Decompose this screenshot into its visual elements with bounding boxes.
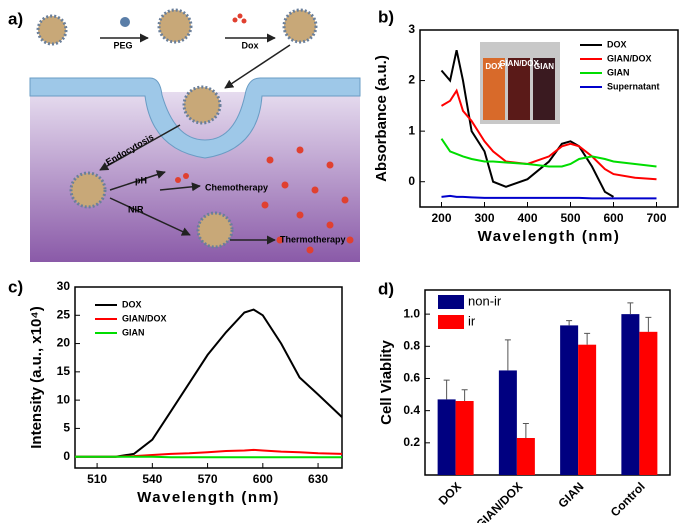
bar: [516, 438, 535, 475]
error-bar: [504, 339, 511, 371]
y-tick-label: 0: [63, 449, 70, 463]
arrows: [99, 33, 291, 245]
legend-swatch: [438, 315, 464, 329]
legend-label: GIAN/DOX: [607, 53, 652, 63]
annotation: DOX: [485, 62, 503, 71]
x-tick-label: GIAN: [555, 479, 586, 510]
dox-dots: [175, 13, 354, 254]
label: NIR: [128, 204, 144, 214]
legend-swatch: [438, 295, 464, 309]
x-axis-label: Wavelength (nm): [137, 489, 280, 506]
error-bar: [645, 316, 652, 332]
bar: [455, 401, 474, 475]
x-tick-label: GIAN/DOX: [473, 479, 525, 523]
vial: [483, 58, 505, 120]
legend-label: GIAN/DOX: [122, 313, 167, 323]
nanoparticles: [36, 8, 318, 249]
legend-label: Supernatant: [607, 81, 660, 91]
series-line: [440, 138, 657, 168]
x-tick-label: 400: [517, 211, 537, 225]
peg-icon: [120, 17, 130, 27]
axes-frame: [419, 29, 679, 208]
y-axis-label: Cell Viablity: [378, 339, 395, 424]
x-tick-label: 600: [253, 472, 273, 486]
y-axis-label: Intensity (a.u., x10⁴): [28, 306, 45, 448]
y-tick-label: 0.4: [403, 403, 420, 417]
y-tick-label: 1: [408, 123, 415, 137]
y-tick-label: 30: [57, 279, 71, 293]
error-bar: [522, 423, 529, 438]
y-tick-label: 0.8: [403, 338, 420, 352]
panel-label: c): [8, 277, 23, 296]
series-line: [75, 448, 343, 458]
vial: [508, 58, 530, 120]
x-tick-label: DOX: [436, 479, 464, 507]
legend-label: GIAN: [607, 67, 630, 77]
bar: [639, 331, 658, 475]
error-bar: [461, 389, 468, 401]
bar: [621, 314, 640, 475]
x-tick-label: 200: [431, 211, 451, 225]
legend-label: non-ir: [468, 293, 502, 308]
x-tick-label: 500: [560, 211, 580, 225]
legend-label: ir: [468, 313, 476, 328]
label: Thermotherapy: [280, 234, 346, 244]
x-tick-label: 600: [603, 211, 623, 225]
panel-label: d): [378, 279, 394, 298]
diagram: a) PEG Dox Endocytosis pH NIR Chemothera…: [8, 8, 361, 262]
x-tick-label: 700: [646, 211, 666, 225]
x-axis-label: Wavelength (nm): [478, 228, 621, 245]
x-tick-label: 630: [308, 472, 328, 486]
y-tick-label: 25: [57, 307, 71, 321]
x-tick-label: 510: [87, 472, 107, 486]
series-line: [75, 455, 342, 459]
x-tick-label: Control: [608, 479, 648, 519]
y-tick-label: 10: [57, 392, 71, 406]
legend-label: GIAN: [122, 327, 145, 337]
annotation: GIAN/DOX: [499, 59, 539, 68]
series-line: [441, 194, 657, 200]
chart: b) 0 1 2 3 Absorbance (a.u.) 200 300 400 500 600 70…: [373, 7, 679, 245]
legend-label: DOX: [122, 299, 142, 309]
series-line: [440, 49, 615, 198]
membrane: [29, 77, 361, 159]
label: Chemotherapy: [205, 182, 268, 192]
panel-label: b): [378, 7, 394, 26]
bar: [498, 370, 517, 475]
bar: [437, 399, 456, 475]
y-tick-label: 0.2: [403, 435, 420, 449]
y-tick-label: 2: [408, 73, 415, 87]
vial: [533, 58, 555, 120]
y-tick-label: 1.0: [403, 306, 420, 320]
x-tick-label: 300: [474, 211, 494, 225]
y-tick-label: 20: [57, 336, 71, 350]
chart: d) 0.2 0.4 0.6 0.8 1.0 Cell Viablity DOX GIAN/DO…: [378, 279, 671, 523]
series-line: [75, 308, 343, 458]
label: PEG: [113, 40, 132, 50]
axes-frame: [424, 289, 671, 476]
y-tick-label: 0.6: [403, 371, 420, 385]
error-bar: [584, 332, 591, 345]
axes-frame: [74, 286, 343, 469]
annotation: GIAN: [534, 62, 554, 71]
panel-label: a): [8, 9, 23, 28]
y-tick-label: 5: [63, 421, 70, 435]
bar: [578, 344, 597, 475]
x-tick-label: 570: [198, 472, 218, 486]
error-bar: [627, 302, 634, 315]
label: pH: [135, 175, 147, 185]
x-tick-label: 540: [142, 472, 162, 486]
series-line: [440, 88, 657, 181]
bar: [560, 325, 579, 475]
y-tick-label: 15: [57, 364, 71, 378]
label: Dox: [241, 40, 258, 50]
y-tick-label: 3: [408, 22, 415, 36]
error-bar: [566, 320, 573, 326]
y-tick-label: 0: [408, 174, 415, 188]
error-bar: [443, 379, 450, 400]
y-axis-label: Absorbance (a.u.): [373, 55, 390, 182]
legend-label: DOX: [607, 39, 627, 49]
